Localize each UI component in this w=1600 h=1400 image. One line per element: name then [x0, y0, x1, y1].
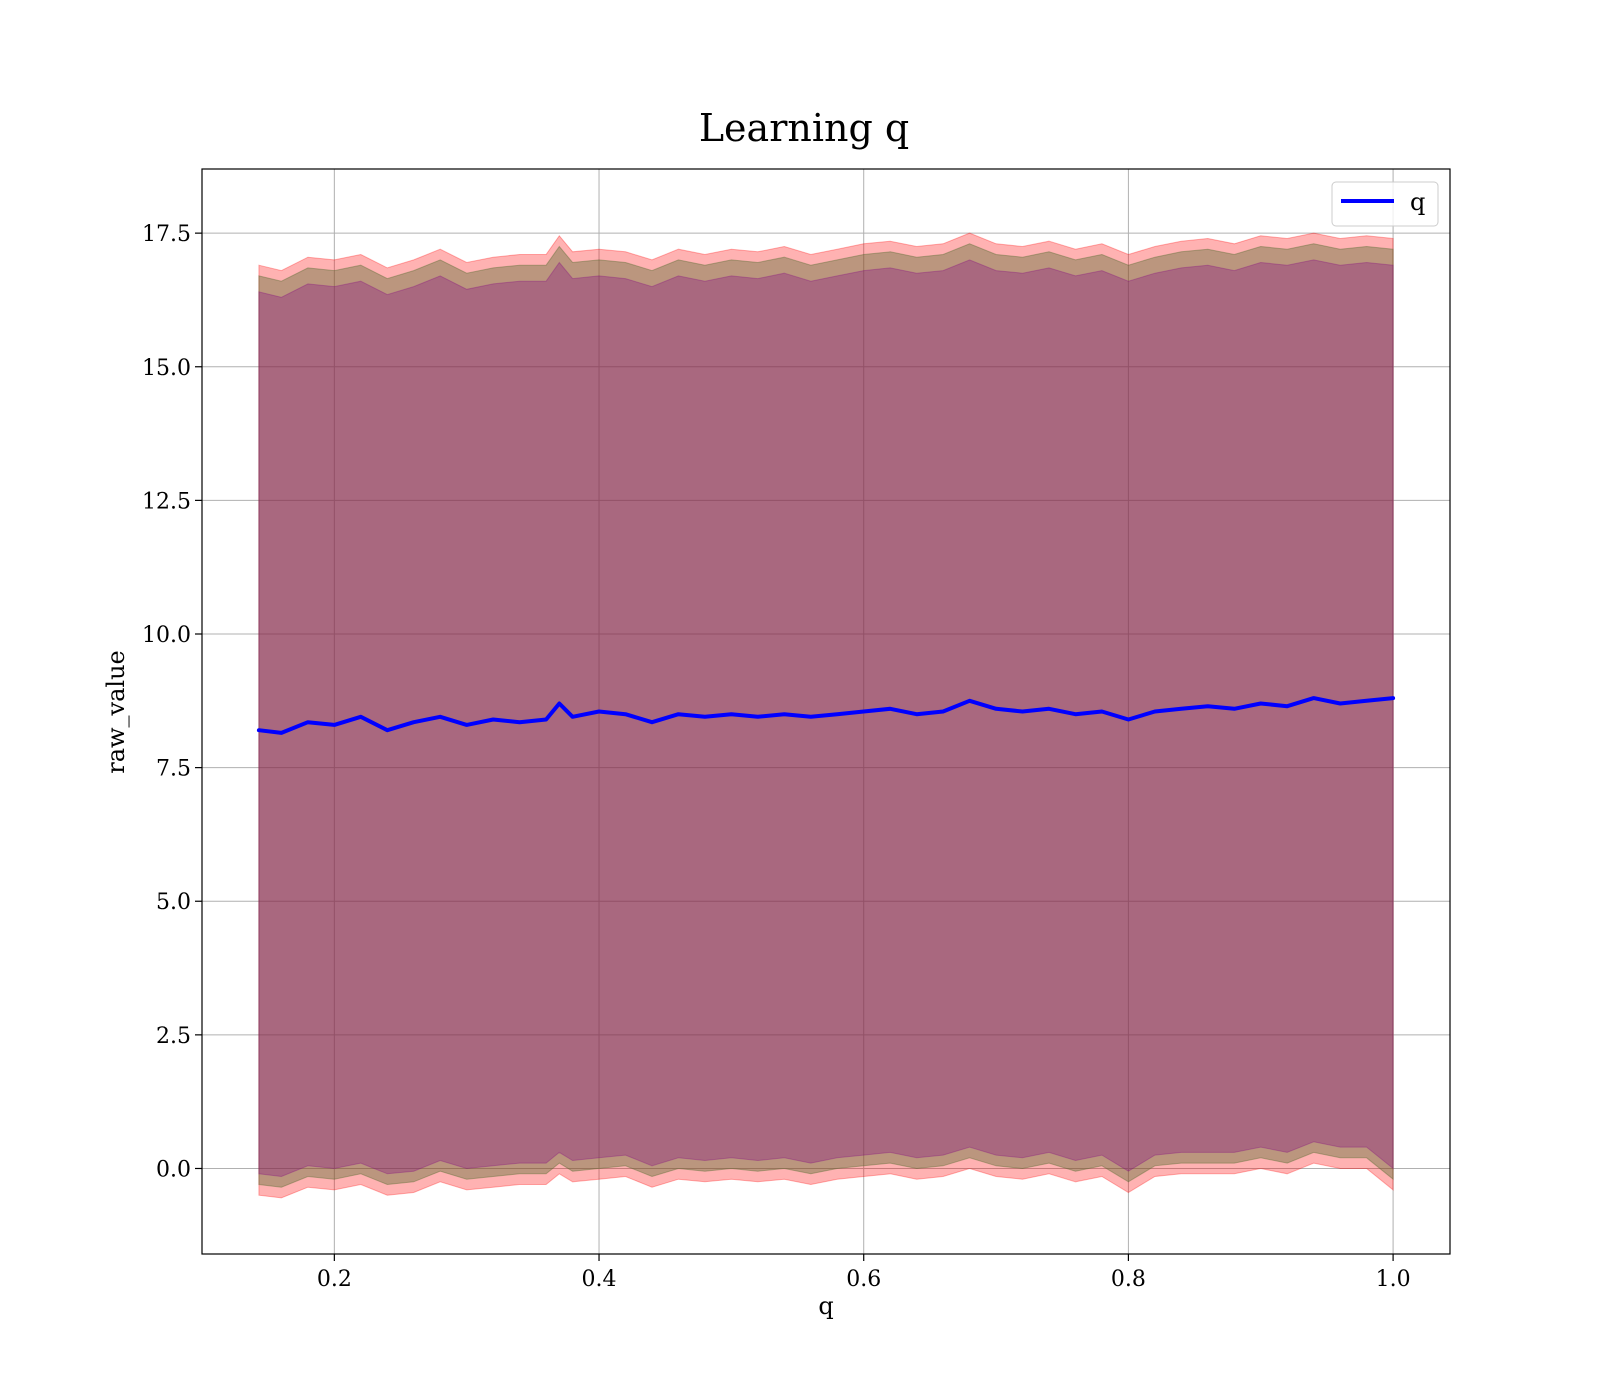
- legend: q: [1331, 181, 1439, 227]
- y-tick-label: 10.0: [142, 623, 191, 648]
- x-tick-label: 0.8: [1111, 1267, 1146, 1292]
- y-tick-label: 0.0: [156, 1157, 191, 1182]
- x-tick-label: 1.0: [1376, 1267, 1411, 1292]
- series-line-q: [256, 696, 1396, 735]
- y-tick-label: 5.0: [156, 890, 191, 915]
- y-axis-ticks: 0.0 2.5 5.0 7.5 10.0 12.5 15.0 17.5: [142, 222, 202, 1182]
- legend-label-q: q: [1410, 188, 1425, 216]
- x-tick-label: 0.4: [582, 1267, 617, 1292]
- chart-title: Learning q: [699, 106, 909, 150]
- legend-box: [1331, 181, 1439, 227]
- x-axis-ticks: 0.2 0.4 0.6 0.8 1.0: [317, 1254, 1411, 1292]
- y-tick-label: 17.5: [142, 222, 191, 247]
- x-axis-label: q: [818, 1292, 833, 1320]
- y-tick-label: 12.5: [142, 489, 191, 514]
- y-tick-label: 7.5: [156, 757, 191, 782]
- y-tick-label: 2.5: [156, 1024, 191, 1049]
- line-layer: [256, 696, 1396, 735]
- x-tick-label: 0.6: [846, 1267, 881, 1292]
- y-axis-label: raw_value: [102, 650, 130, 774]
- x-tick-label: 0.2: [317, 1267, 352, 1292]
- plot-frame: [201, 168, 1451, 1255]
- y-tick-label: 15.0: [142, 356, 191, 381]
- confidence-band-2: [258, 259, 1394, 1178]
